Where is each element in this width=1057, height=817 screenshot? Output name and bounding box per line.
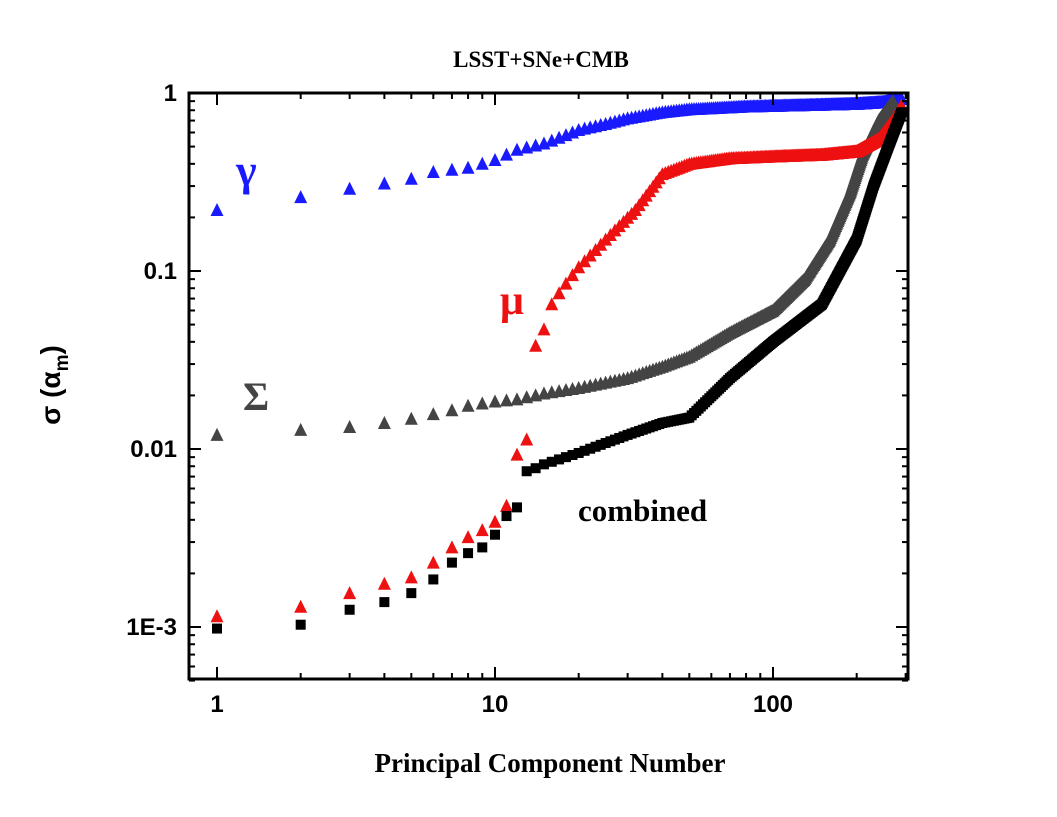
mu-point bbox=[475, 523, 489, 537]
gamma-point bbox=[210, 203, 224, 217]
combined-point bbox=[579, 445, 590, 456]
combined-point bbox=[567, 449, 578, 460]
mu-point bbox=[461, 530, 475, 544]
sigma-point bbox=[377, 415, 391, 429]
sigma-point bbox=[445, 403, 459, 417]
x-tick-label: 100 bbox=[753, 691, 793, 718]
mu-point bbox=[529, 338, 543, 352]
sigma-point bbox=[510, 392, 524, 406]
mu-point bbox=[294, 599, 308, 613]
sigma-point bbox=[210, 427, 224, 441]
mu-point bbox=[445, 540, 459, 554]
mu-point bbox=[565, 268, 579, 282]
sigma-point bbox=[475, 396, 489, 410]
data-markers bbox=[210, 91, 909, 634]
gamma-point bbox=[294, 190, 308, 204]
combined-point bbox=[590, 441, 601, 452]
combined-point bbox=[530, 463, 541, 474]
combined-point bbox=[428, 574, 439, 585]
combined-point bbox=[379, 597, 390, 608]
x-axis: 1 10 100 bbox=[210, 93, 907, 718]
mu-point bbox=[343, 586, 357, 600]
combined-point bbox=[538, 459, 549, 470]
mu-point bbox=[520, 432, 534, 446]
mu-point bbox=[510, 447, 524, 461]
y-axis: 1E-3 0.01 0.1 1 bbox=[126, 80, 908, 682]
mu-point bbox=[404, 570, 418, 584]
gamma-point bbox=[510, 142, 524, 156]
mu-point bbox=[377, 576, 391, 590]
sigma-point bbox=[886, 94, 900, 108]
combined-point bbox=[521, 466, 532, 477]
y-tick-label: 1 bbox=[164, 80, 177, 107]
gamma-annotation: γ bbox=[235, 146, 257, 195]
gamma-point bbox=[488, 153, 502, 167]
combined-point bbox=[501, 511, 512, 522]
y-tick-label: 0.01 bbox=[130, 436, 177, 463]
combined-point bbox=[490, 529, 500, 540]
sigma-point bbox=[500, 393, 514, 407]
mu-point bbox=[210, 609, 224, 623]
mu-point bbox=[500, 498, 514, 512]
gamma-point bbox=[461, 160, 475, 174]
mu-point bbox=[545, 297, 559, 311]
sigma-point bbox=[520, 390, 534, 404]
x-axis-label: Principal Component Number bbox=[375, 748, 726, 778]
x-tick-label: 10 bbox=[482, 691, 509, 718]
sigma-annotation: Σ bbox=[243, 374, 269, 419]
combined-point bbox=[477, 542, 488, 553]
y-tick-label: 0.1 bbox=[144, 258, 177, 285]
sigma-point bbox=[426, 407, 440, 421]
mu-point bbox=[426, 555, 440, 569]
sigma-point bbox=[343, 419, 357, 433]
gamma-point bbox=[404, 171, 418, 185]
sigma-point bbox=[461, 398, 475, 412]
gamma-point bbox=[500, 147, 514, 161]
sigma-point bbox=[488, 394, 502, 408]
combined-annotation: combined bbox=[578, 493, 707, 528]
combined-point bbox=[295, 619, 306, 630]
gamma-point bbox=[520, 140, 534, 154]
x-tick-label: 1 bbox=[210, 691, 223, 718]
combined-point bbox=[512, 502, 523, 513]
gamma-point bbox=[343, 181, 357, 195]
mu-point bbox=[488, 514, 502, 528]
gamma-point bbox=[426, 164, 440, 178]
gamma-point bbox=[445, 162, 459, 176]
chart-title: LSST+SNe+CMB bbox=[453, 47, 629, 72]
y-axis-label: σ (αm) bbox=[35, 345, 73, 425]
mu-point bbox=[537, 322, 551, 336]
combined-point bbox=[560, 452, 571, 463]
combined-point bbox=[585, 443, 596, 454]
combined-point bbox=[406, 588, 417, 599]
mu-point bbox=[559, 276, 573, 290]
combined-point bbox=[344, 604, 355, 615]
combined-point bbox=[463, 548, 474, 559]
plot-frame bbox=[187, 91, 910, 681]
combined-point bbox=[573, 447, 584, 458]
combined-point bbox=[554, 454, 565, 465]
mu-annotation: μ bbox=[500, 278, 524, 324]
combined-point bbox=[896, 107, 907, 118]
mu-point bbox=[552, 286, 566, 300]
combined-point bbox=[212, 623, 222, 634]
combined-point bbox=[446, 557, 457, 568]
y-tick-label: 1E-3 bbox=[126, 614, 177, 641]
combined-point bbox=[546, 456, 557, 467]
sigma-point bbox=[404, 411, 418, 425]
gamma-point bbox=[475, 156, 489, 170]
gamma-point bbox=[377, 176, 391, 190]
sigma-point bbox=[294, 422, 308, 436]
